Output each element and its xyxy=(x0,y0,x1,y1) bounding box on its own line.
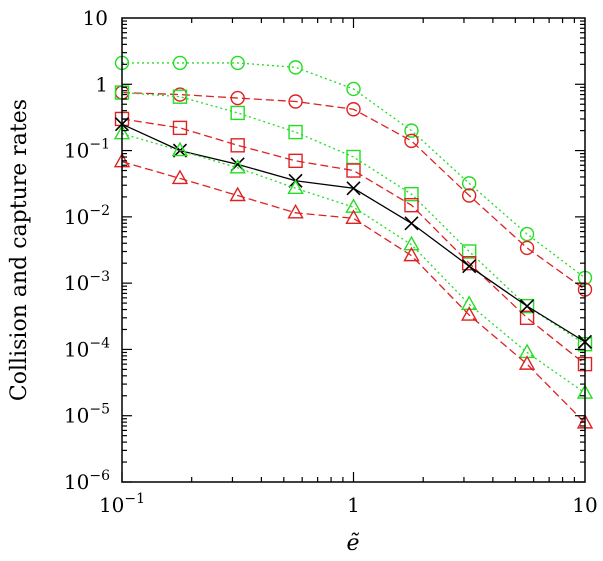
series-green-triangles xyxy=(113,124,594,399)
data-point xyxy=(288,94,303,109)
data-point xyxy=(519,299,535,314)
data-point xyxy=(230,105,245,121)
data-point xyxy=(519,310,535,326)
data-point xyxy=(518,355,536,370)
series-red-triangles xyxy=(113,152,594,429)
y-tick-label: 10−5 xyxy=(64,402,110,428)
data-point xyxy=(345,209,362,225)
series-red-circles xyxy=(114,85,593,297)
y-tick-label: 1 xyxy=(95,72,108,96)
data-point xyxy=(346,163,361,178)
y-axis-label: Collision and capture rates xyxy=(7,99,32,401)
series-line xyxy=(121,91,586,291)
data-point xyxy=(346,181,361,196)
data-point xyxy=(172,55,188,71)
x-tick-label: 1 xyxy=(347,493,360,517)
data-point xyxy=(288,60,303,75)
data-point xyxy=(230,138,245,153)
data-point xyxy=(519,226,535,242)
data-point xyxy=(288,153,303,169)
data-point xyxy=(172,120,188,136)
data-point xyxy=(287,203,304,219)
series-red-squares xyxy=(114,111,593,372)
tick-layer: 10−1 1 10 10 1 10−1 10−2 10−3 10−4 10−5 10−6 xyxy=(64,6,598,517)
x-tick-label: 10 xyxy=(572,493,597,517)
data-point xyxy=(346,102,361,117)
series-line xyxy=(121,118,586,365)
series-line xyxy=(121,123,586,343)
data-point xyxy=(346,81,361,97)
data-point xyxy=(230,90,245,106)
data-point xyxy=(461,244,477,259)
data-point xyxy=(404,216,419,231)
data-point xyxy=(460,295,478,310)
data-point xyxy=(519,240,535,256)
series-line xyxy=(121,133,586,394)
data-point xyxy=(171,141,189,157)
series-line xyxy=(121,91,586,345)
data-point xyxy=(461,188,477,203)
data-point xyxy=(287,179,304,194)
data-point xyxy=(404,197,419,213)
data-point xyxy=(229,186,246,202)
y-tick-label: 10−2 xyxy=(64,203,110,229)
y-tick-label: 10−3 xyxy=(64,269,110,295)
data-point xyxy=(461,176,477,191)
data-point xyxy=(404,186,419,202)
data-point xyxy=(462,259,477,274)
data-point xyxy=(403,246,420,262)
x-tick-label: 10−1 xyxy=(99,491,145,517)
data-point xyxy=(403,235,420,251)
series-line xyxy=(122,62,586,279)
data-point xyxy=(461,255,477,271)
x-axis-label: ẽ xyxy=(346,531,359,556)
data-point xyxy=(346,149,361,165)
y-tick-label: 10−1 xyxy=(64,137,110,163)
data-point xyxy=(519,298,535,314)
data-point xyxy=(288,124,303,140)
y-tick-label: 10 xyxy=(83,6,108,30)
series-layer xyxy=(113,55,594,429)
data-point xyxy=(404,123,419,138)
data-point xyxy=(229,158,246,174)
data-point xyxy=(171,169,189,185)
data-point xyxy=(460,306,478,321)
data-point xyxy=(404,133,419,149)
y-tick-label: 10−6 xyxy=(64,468,110,494)
y-tick-label: 10−4 xyxy=(64,335,110,361)
plot-frame xyxy=(121,17,586,483)
data-point xyxy=(230,55,245,71)
data-point xyxy=(172,89,188,104)
